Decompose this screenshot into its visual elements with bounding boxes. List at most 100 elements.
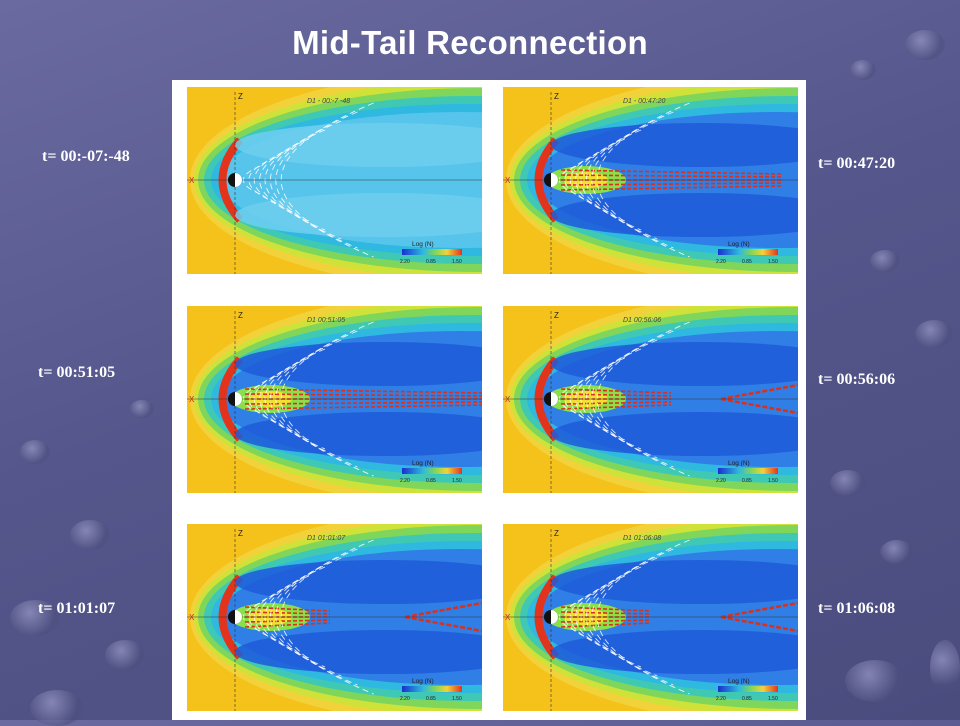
colorbar-tick-label: 0.85 bbox=[426, 478, 436, 484]
south-lobe bbox=[235, 193, 482, 237]
density-map: Z X D1 01:01:07 Log (N) 2.20 0.85 1.50 bbox=[187, 524, 482, 711]
colorbar-tick-label: 2.20 bbox=[716, 259, 726, 265]
south-lobe bbox=[551, 630, 798, 674]
simulation-panel-5: Z X D1 01:01:07 Log (N) 2.20 0.85 1.50 bbox=[187, 524, 482, 711]
colorbar bbox=[402, 468, 462, 474]
colorbar-label: Log (N) bbox=[728, 678, 750, 685]
reconnection-line bbox=[244, 619, 331, 623]
time-label-panel-2: t= 00:47:20 bbox=[818, 155, 896, 172]
panel-header: D1 00:56:06 bbox=[623, 317, 661, 324]
reconnection-line bbox=[244, 606, 331, 612]
simulation-panel-6: Z X D1 01:06:08 Log (N) 2.20 0.85 1.50 bbox=[503, 524, 798, 711]
colorbar-tick-label: 0.85 bbox=[742, 696, 752, 702]
plasmoid bbox=[720, 601, 798, 633]
colorbar-label: Log (N) bbox=[412, 241, 434, 248]
colorbar-tick-label: 1.50 bbox=[452, 259, 462, 265]
north-lobe bbox=[551, 560, 798, 604]
x-axis-label: X bbox=[189, 395, 195, 404]
earth-dayside bbox=[551, 610, 558, 624]
plasmoid bbox=[404, 601, 482, 633]
time-label-panel-1: t= 00:-07:-48 bbox=[42, 148, 130, 165]
colorbar-tick-label: 1.50 bbox=[452, 696, 462, 702]
plasmoid bbox=[720, 383, 798, 415]
earth-dayside bbox=[235, 610, 242, 624]
panel-header: D1 - 00:-7 -48 bbox=[307, 98, 350, 105]
time-label-panel-6: t= 01:06:08 bbox=[818, 600, 896, 617]
z-axis-label: Z bbox=[238, 529, 243, 538]
north-lobe bbox=[235, 560, 482, 604]
colorbar-label: Log (N) bbox=[728, 460, 750, 467]
z-axis-label: Z bbox=[554, 311, 559, 320]
reconnection-line bbox=[244, 401, 482, 405]
x-axis-label: X bbox=[189, 613, 195, 622]
reconnection-line bbox=[560, 401, 672, 405]
colorbar-tick-label: 1.50 bbox=[768, 696, 778, 702]
colorbar-label: Log (N) bbox=[412, 678, 434, 685]
colorbar-tick-label: 2.20 bbox=[716, 696, 726, 702]
colorbar-tick-label: 0.85 bbox=[742, 478, 752, 484]
reconnection-line bbox=[244, 388, 482, 394]
time-label-panel-5: t= 01:01:07 bbox=[38, 600, 116, 617]
colorbar-tick-label: 1.50 bbox=[452, 478, 462, 484]
reconnection-line bbox=[244, 393, 482, 397]
reconnection-line bbox=[560, 606, 652, 612]
colorbar bbox=[718, 686, 778, 692]
panel-header: D1 - 00:47:20 bbox=[623, 98, 666, 105]
colorbar-tick-label: 0.85 bbox=[742, 259, 752, 265]
simulation-panel-4: Z X D1 00:56:06 Log (N) 2.20 0.85 1.50 bbox=[503, 306, 798, 493]
panel-header: D1 01:01:07 bbox=[307, 535, 346, 542]
colorbar-label: Log (N) bbox=[412, 460, 434, 467]
south-lobe bbox=[235, 630, 482, 674]
density-map: Z X D1 - 00:47:20 Log (N) 2.20 0.85 1.50 bbox=[503, 87, 798, 274]
panel-header: D1 00:51:05 bbox=[307, 317, 345, 324]
earth-dayside bbox=[551, 173, 558, 187]
colorbar-tick-label: 0.85 bbox=[426, 696, 436, 702]
z-axis-label: Z bbox=[238, 311, 243, 320]
colorbar bbox=[718, 468, 778, 474]
south-lobe bbox=[235, 412, 482, 456]
colorbar bbox=[402, 249, 462, 255]
colorbar-tick-label: 2.20 bbox=[400, 478, 410, 484]
reconnection-line bbox=[560, 185, 782, 191]
north-lobe bbox=[551, 342, 798, 386]
time-label-panel-4: t= 00:56:06 bbox=[818, 371, 896, 388]
colorbar-label: Log (N) bbox=[728, 241, 750, 248]
density-map: Z X D1 00:51:05 Log (N) 2.20 0.85 1.50 bbox=[187, 306, 482, 493]
reconnection-line bbox=[244, 622, 331, 628]
reconnection-line bbox=[244, 404, 482, 410]
north-lobe bbox=[551, 123, 798, 167]
colorbar-tick-label: 2.20 bbox=[400, 259, 410, 265]
z-axis-label: Z bbox=[554, 92, 559, 101]
reconnection-line bbox=[560, 404, 672, 410]
earth-dayside bbox=[235, 392, 242, 406]
density-map: Z X D1 00:56:06 Log (N) 2.20 0.85 1.50 bbox=[503, 306, 798, 493]
z-axis-label: Z bbox=[238, 92, 243, 101]
colorbar-tick-label: 2.20 bbox=[400, 696, 410, 702]
x-axis-label: X bbox=[505, 613, 511, 622]
earth-dayside bbox=[235, 173, 242, 187]
reconnection-line bbox=[244, 611, 331, 615]
reconnection-line bbox=[560, 622, 652, 628]
colorbar bbox=[718, 249, 778, 255]
south-lobe bbox=[551, 412, 798, 456]
north-lobe bbox=[235, 342, 482, 386]
density-map: Z X D1 - 00:-7 -48 Log (N) 2.20 0.85 1.50 bbox=[187, 87, 482, 274]
north-lobe bbox=[235, 123, 482, 167]
colorbar-tick-label: 1.50 bbox=[768, 478, 778, 484]
reconnection-line bbox=[560, 169, 782, 175]
time-label-panel-3: t= 00:51:05 bbox=[38, 364, 116, 381]
reconnection-line bbox=[560, 388, 672, 394]
reconnection-line bbox=[560, 393, 672, 397]
panel-header: D1 01:06:08 bbox=[623, 535, 661, 542]
x-axis-label: X bbox=[505, 395, 511, 404]
z-axis-label: Z bbox=[554, 529, 559, 538]
colorbar-tick-label: 1.50 bbox=[768, 259, 778, 265]
simulation-panel-3: Z X D1 00:51:05 Log (N) 2.20 0.85 1.50 bbox=[187, 306, 482, 493]
simulation-panel-2: Z X D1 - 00:47:20 Log (N) 2.20 0.85 1.50 bbox=[503, 87, 798, 274]
slide-title: Mid-Tail Reconnection bbox=[292, 24, 648, 61]
simulation-panel-1: Z X D1 - 00:-7 -48 Log (N) 2.20 0.85 1.50 bbox=[187, 87, 482, 274]
colorbar bbox=[402, 686, 462, 692]
colorbar-tick-label: 2.20 bbox=[716, 478, 726, 484]
colorbar-tick-label: 0.85 bbox=[426, 259, 436, 265]
earth-dayside bbox=[551, 392, 558, 406]
